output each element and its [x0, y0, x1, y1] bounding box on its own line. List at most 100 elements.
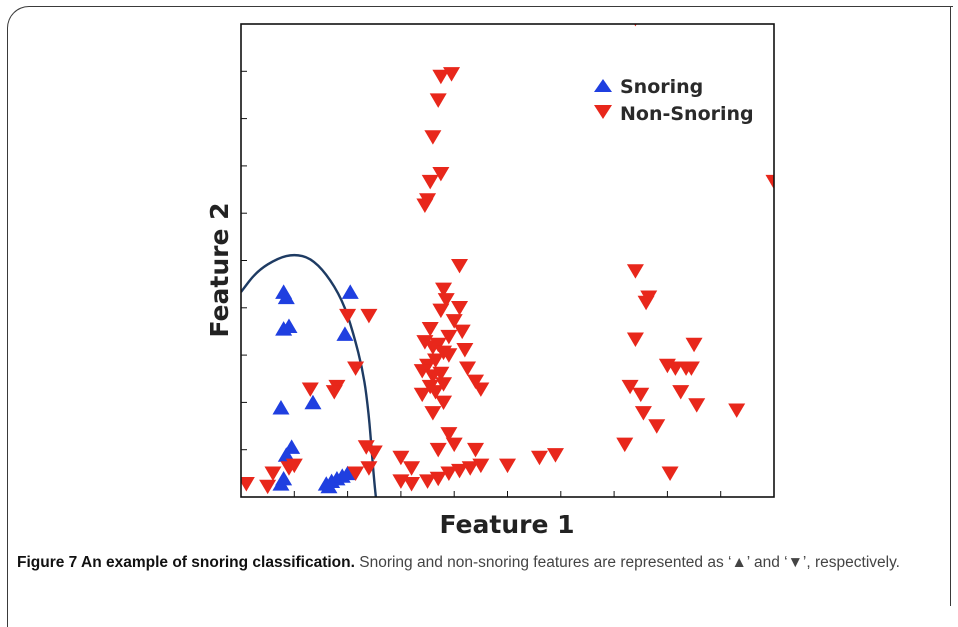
non-snoring-point: [259, 479, 277, 495]
non-snoring-point: [421, 174, 439, 190]
non-snoring-point: [640, 290, 658, 305]
non-snoring-point: [530, 450, 548, 466]
non-snoring-point: [264, 466, 282, 481]
non-snoring-point: [632, 387, 650, 403]
non-snoring-point: [357, 440, 375, 455]
y-axis-label: Feature 2: [205, 202, 234, 337]
non-snoring-point: [421, 322, 439, 337]
non-snoring-point: [661, 466, 679, 481]
non-snoring-point: [467, 442, 485, 458]
non-snoring-point: [621, 379, 639, 395]
non-snoring-point: [472, 382, 490, 397]
non-snoring-point: [365, 445, 383, 460]
figure-frame-right-edge: [950, 6, 951, 606]
non-snoring-point: [435, 395, 453, 411]
non-snoring-point: [456, 343, 474, 358]
non-snoring-point: [413, 387, 431, 403]
decision-boundary-curve: [241, 253, 378, 497]
non-snoring-point: [440, 329, 458, 345]
non-snoring-point: [435, 282, 453, 298]
axis-ticks: [241, 70, 722, 497]
non-snoring-point: [241, 477, 255, 492]
non-snoring-point: [765, 174, 774, 190]
non-snoring-point: [424, 130, 442, 145]
snoring-point: [304, 394, 322, 410]
non-snoring-point: [429, 337, 447, 353]
snoring-point: [341, 284, 359, 299]
legend-non-snoring-marker: [594, 105, 612, 119]
non-snoring-point: [403, 461, 421, 476]
non-snoring-point: [419, 193, 437, 208]
non-snoring-point: [451, 301, 469, 316]
non-snoring-point: [432, 366, 450, 382]
snoring-point: [272, 476, 290, 491]
non-snoring-point: [472, 458, 490, 474]
non-snoring-point: [360, 461, 378, 476]
non-snoring-point: [360, 308, 378, 324]
non-snoring-point: [546, 448, 564, 463]
non-snoring-point: [440, 427, 458, 442]
non-snoring-point: [432, 303, 450, 319]
caption-label: Figure 7 An example of snoring classific…: [17, 554, 355, 571]
snoring-point: [277, 289, 295, 305]
non-snoring-point: [634, 406, 652, 421]
non-snoring-point: [392, 450, 410, 466]
non-snoring-point: [285, 458, 303, 474]
non-snoring-point: [429, 471, 447, 487]
snoring-point: [277, 447, 295, 462]
non-snoring-point: [301, 382, 319, 397]
non-snoring-point: [403, 477, 421, 492]
non-snoring-point: [453, 324, 471, 340]
non-snoring-point: [427, 353, 445, 369]
non-snoring-point: [467, 374, 485, 390]
non-snoring-point: [728, 403, 746, 418]
non-snoring-point: [424, 406, 442, 421]
non-snoring-point: [461, 461, 479, 476]
non-snoring-point: [688, 398, 706, 413]
legend-non-snoring-label: Non-Snoring: [620, 103, 754, 125]
non-snoring-point: [451, 463, 469, 479]
non-snoring-point: [682, 361, 700, 376]
non-snoring-point: [445, 314, 463, 329]
legend: Snoring Non-Snoring: [594, 76, 754, 125]
legend-snoring-label: Snoring: [620, 76, 703, 98]
snoring-point: [336, 326, 354, 341]
non-snoring-point: [427, 385, 445, 400]
figure-caption: Figure 7 An example of snoring classific…: [17, 552, 947, 574]
non-snoring-point: [666, 361, 684, 376]
non-snoring-point: [443, 67, 461, 82]
non-snoring-point: [459, 361, 477, 376]
legend-snoring-marker: [594, 79, 612, 92]
snoring-point: [280, 318, 298, 333]
figure-frame: [7, 6, 953, 627]
non-snoring-point: [616, 437, 634, 453]
non-snoring-point: [440, 466, 458, 481]
non-snoring-point: [626, 264, 644, 279]
non-snoring-point: [413, 364, 431, 379]
x-axis-label: Feature 1: [439, 510, 574, 539]
non-snoring-point: [451, 258, 469, 274]
non-snoring-point: [437, 293, 455, 308]
non-snoring-point: [339, 308, 357, 324]
non-snoring-point: [445, 437, 463, 453]
non-snoring-point: [435, 377, 453, 392]
non-snoring-point: [672, 385, 690, 400]
non-snoring-point: [347, 361, 365, 376]
non-snoring-point: [416, 335, 434, 350]
non-snoring-point: [429, 93, 447, 108]
non-snoring-point: [432, 69, 450, 85]
non-snoring-point: [325, 385, 343, 400]
snoring-point: [339, 465, 357, 481]
non-snoring-point: [432, 166, 450, 182]
non-snoring-point: [685, 337, 703, 353]
snoring-point: [320, 478, 338, 494]
non-snoring-point: [499, 458, 516, 474]
non-snoring-point: [440, 348, 458, 363]
snoring-point: [272, 400, 290, 415]
non-snoring-point: [347, 466, 365, 481]
caption-text: Snoring and non-snoring features are rep…: [359, 554, 900, 571]
scatter-chart: Feature 1 Feature 2 Snoring Non-Snoring: [205, 23, 775, 539]
non-snoring-point: [648, 419, 666, 434]
plot-points: [241, 24, 774, 497]
non-snoring-point: [429, 442, 447, 458]
